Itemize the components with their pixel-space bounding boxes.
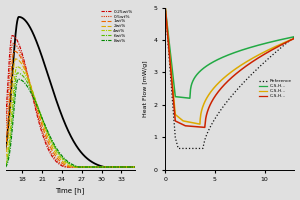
X-axis label: Time [h]: Time [h] (56, 188, 85, 194)
Y-axis label: Heat Flow [mW/g]: Heat Flow [mW/g] (143, 60, 148, 117)
Legend: 0.25wt%, 0.5wt%, 1wt%, 2wt%, 4wt%, 6wt%, 8wt%: 0.25wt%, 0.5wt%, 1wt%, 2wt%, 4wt%, 6wt%,… (101, 10, 133, 43)
Legend: Reference, C-S-H..., C-S-H..., C-S-H...: Reference, C-S-H..., C-S-H..., C-S-H... (259, 79, 292, 98)
